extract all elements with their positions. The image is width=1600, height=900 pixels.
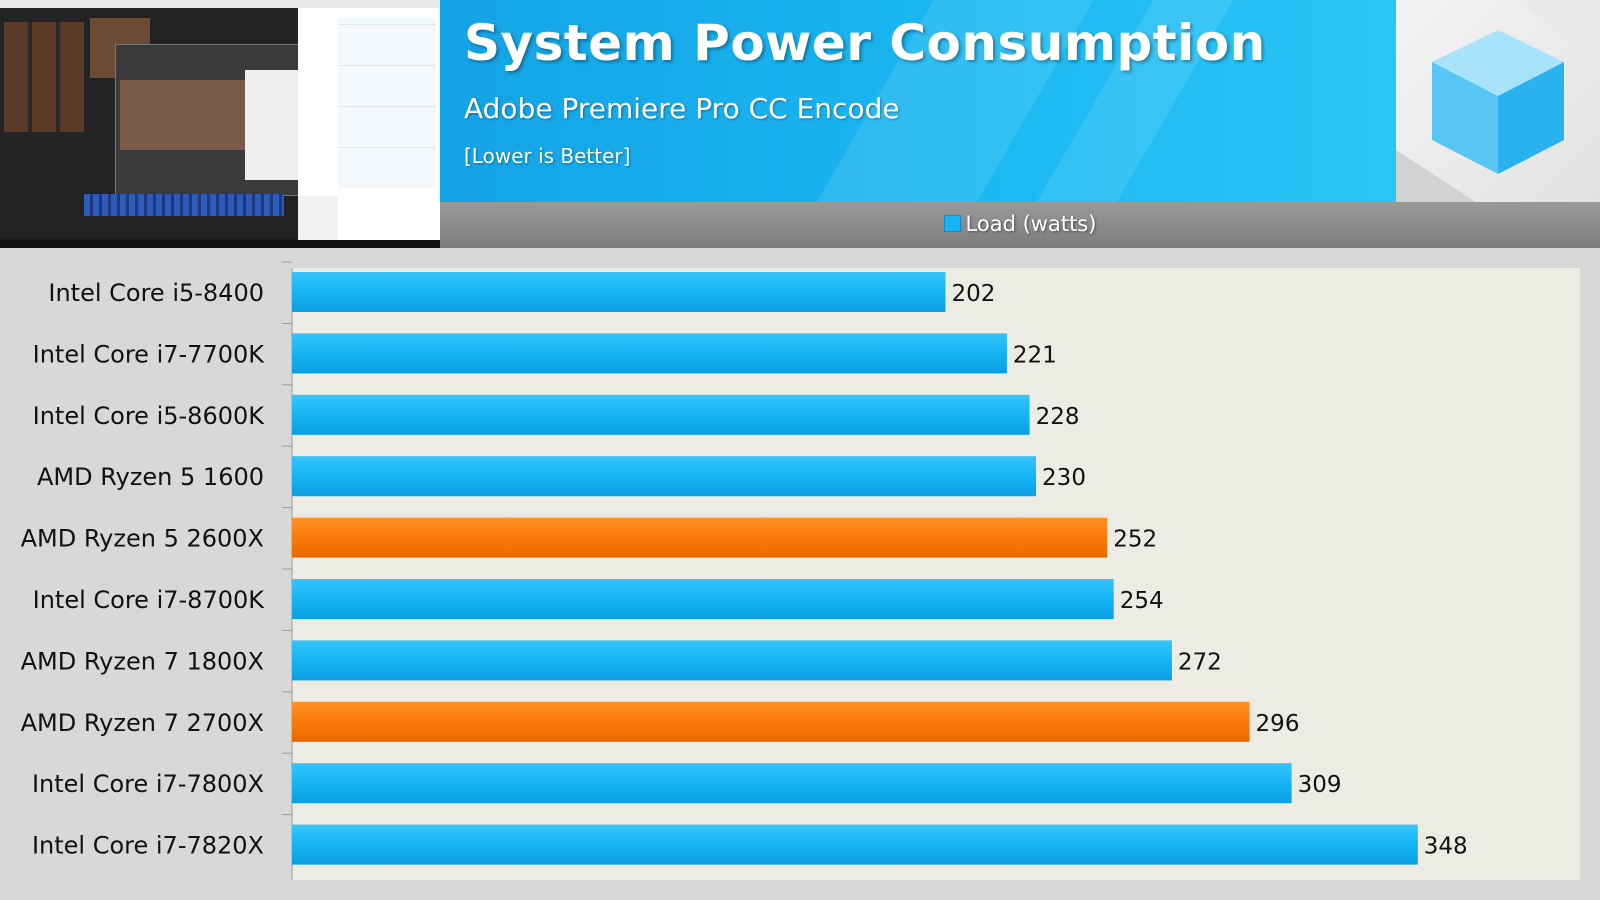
category-label: Intel Core i7-7800X bbox=[32, 770, 264, 798]
value-label: 272 bbox=[1178, 649, 1222, 675]
legend-bar: Load (watts) bbox=[440, 202, 1600, 248]
category-label: Intel Core i7-7820X bbox=[32, 832, 264, 860]
value-label: 202 bbox=[951, 281, 995, 307]
value-label: 254 bbox=[1120, 588, 1164, 614]
chart-note: [Lower is Better] bbox=[464, 144, 631, 168]
chart-subtitle: Adobe Premiere Pro CC Encode bbox=[464, 92, 900, 125]
bar-10 bbox=[292, 824, 1418, 865]
title-banner: System Power Consumption Adobe Premiere … bbox=[440, 0, 1396, 202]
value-label: 348 bbox=[1424, 834, 1468, 860]
value-label: 296 bbox=[1256, 711, 1300, 737]
category-label: AMD Ryzen 5 1600 bbox=[37, 463, 264, 491]
screenshot-thumbnail bbox=[0, 0, 440, 248]
bar-5 bbox=[292, 517, 1108, 558]
category-label: Intel Core i7-8700K bbox=[33, 586, 266, 614]
category-label: Intel Core i7-7700K bbox=[33, 340, 266, 368]
bar-7 bbox=[292, 640, 1172, 681]
cube-logo-icon bbox=[1396, 0, 1600, 202]
value-label: 252 bbox=[1113, 527, 1157, 553]
legend: Load (watts) bbox=[440, 212, 1600, 236]
category-label: Intel Core i5-8400 bbox=[48, 279, 264, 307]
category-label: AMD Ryzen 7 1800X bbox=[21, 647, 264, 675]
chart-title: System Power Consumption bbox=[464, 14, 1266, 72]
category-label: Intel Core i5-8600K bbox=[33, 402, 266, 430]
legend-swatch-icon bbox=[943, 215, 961, 232]
logo-panel bbox=[1396, 0, 1600, 202]
bar-4 bbox=[292, 456, 1037, 497]
bar-chart: Intel Core i5-8400 202 Intel Core i7-7700K… bbox=[21, 261, 1468, 880]
bar-6 bbox=[292, 579, 1114, 619]
category-label: AMD Ryzen 7 2700X bbox=[21, 709, 264, 737]
value-label: 309 bbox=[1298, 772, 1342, 798]
category-label: AMD Ryzen 5 2600X bbox=[21, 525, 264, 553]
legend-label: Load (watts) bbox=[965, 212, 1097, 236]
bar-8 bbox=[292, 701, 1250, 742]
value-label: 228 bbox=[1036, 404, 1080, 430]
value-label: 230 bbox=[1042, 465, 1086, 491]
bar-9 bbox=[292, 763, 1292, 804]
bar-2 bbox=[292, 333, 1007, 374]
bar-3 bbox=[292, 394, 1030, 435]
value-label: 221 bbox=[1013, 342, 1057, 368]
bar-1 bbox=[292, 272, 946, 312]
